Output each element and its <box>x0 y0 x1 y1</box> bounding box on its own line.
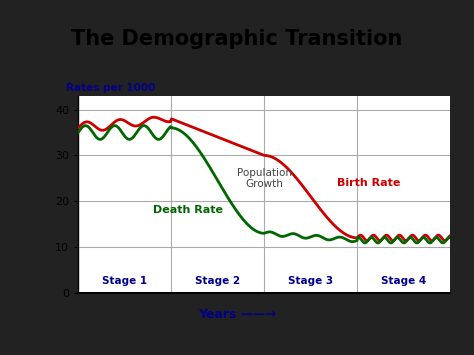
Text: Stage 4: Stage 4 <box>381 276 427 286</box>
Text: The Demographic Transition: The Demographic Transition <box>71 29 403 49</box>
Text: Years ——→: Years ——→ <box>198 308 276 321</box>
Text: Death Rate: Death Rate <box>153 206 223 215</box>
Text: Birth Rate: Birth Rate <box>337 178 400 188</box>
Text: Stage 3: Stage 3 <box>288 276 333 286</box>
Text: Rates per 1000: Rates per 1000 <box>66 83 155 93</box>
Text: Stage 2: Stage 2 <box>195 276 240 286</box>
Text: Population
Growth: Population Growth <box>237 168 292 189</box>
Text: Stage 1: Stage 1 <box>102 276 147 286</box>
